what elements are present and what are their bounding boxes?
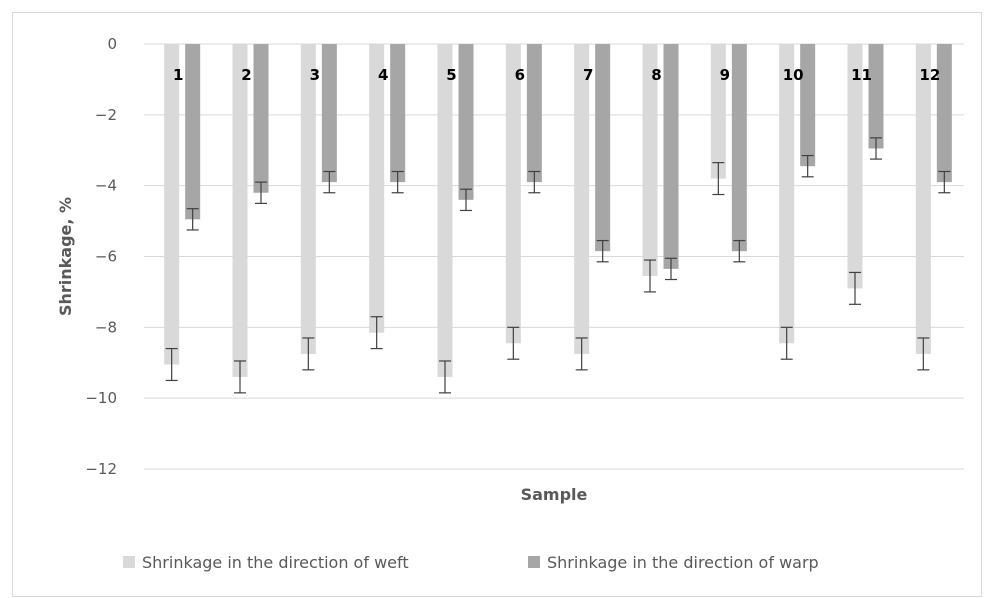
- category-label: 10: [783, 66, 804, 84]
- bars: [164, 44, 952, 377]
- bar-warp: [936, 44, 952, 183]
- bar-weft: [437, 44, 453, 377]
- bar-weft: [915, 44, 931, 354]
- bar-weft: [574, 44, 590, 354]
- y-tick-label: −10: [85, 389, 117, 407]
- bar-weft: [164, 44, 180, 365]
- category-label: 7: [583, 66, 593, 84]
- chart-svg: 0−2−4−6−8−10−12 1 2 3 4 5 6 7 8 9 10 11 12 Shrinkag…: [56, 35, 964, 572]
- bar-weft: [369, 44, 385, 333]
- bar-warp: [253, 44, 269, 193]
- y-tick-label: −6: [95, 248, 117, 266]
- y-tick-label: −4: [95, 177, 117, 195]
- x-axis-title: Sample: [521, 485, 588, 504]
- bar-warp: [185, 44, 201, 220]
- legend-swatch-weft: [123, 556, 135, 568]
- bar-weft: [779, 44, 795, 344]
- bar-warp: [458, 44, 474, 200]
- legend: Shrinkage in the direction of weft Shrin…: [123, 553, 819, 572]
- chart-frame: 0 −2 −4 −6 −8 −10 −12 1 2 3 4 5 6 7 8 9 10 11 12 Shrinkag…: [12, 12, 982, 597]
- category-label: 9: [720, 66, 730, 84]
- bar-warp: [390, 44, 406, 183]
- bar-weft: [232, 44, 248, 377]
- bar-weft: [300, 44, 316, 354]
- error-bars: [165, 137, 951, 394]
- y-tick-label: −8: [95, 318, 117, 336]
- bar-warp: [663, 44, 679, 269]
- category-label: 6: [515, 66, 525, 84]
- category-label: 1: [173, 66, 183, 84]
- category-label: 8: [651, 66, 661, 84]
- bar-weft: [505, 44, 521, 344]
- bar-warp: [526, 44, 542, 183]
- legend-swatch-warp: [528, 556, 540, 568]
- bar-warp: [800, 44, 816, 167]
- category-label: 11: [851, 66, 872, 84]
- y-axis-ticks: 0 −2 −4 −6 −8 −10 −12: [85, 35, 117, 478]
- y-tick-label: 0: [107, 35, 117, 53]
- bar-warp: [868, 44, 884, 149]
- gridlines: [144, 43, 964, 470]
- category-labels: 1 2 3 4 5 6 7 8 9 10 11 12: [173, 66, 940, 84]
- category-label: 12: [919, 66, 940, 84]
- y-tick-label: −12: [85, 460, 117, 478]
- bar-warp: [321, 44, 337, 183]
- category-label: 2: [241, 66, 251, 84]
- y-axis-title: Shrinkage, %: [56, 197, 75, 316]
- bar-weft: [847, 44, 863, 289]
- legend-label-warp: Shrinkage in the direction of warp: [547, 553, 819, 572]
- category-label: 4: [378, 66, 388, 84]
- y-tick-label: −2: [95, 106, 117, 124]
- bar-warp: [731, 44, 747, 252]
- bar-weft: [642, 44, 658, 276]
- legend-label-weft: Shrinkage in the direction of weft: [142, 553, 409, 572]
- bar-weft: [710, 44, 726, 179]
- category-label: 3: [310, 66, 320, 84]
- category-label: 5: [446, 66, 456, 84]
- bar-warp: [595, 44, 611, 252]
